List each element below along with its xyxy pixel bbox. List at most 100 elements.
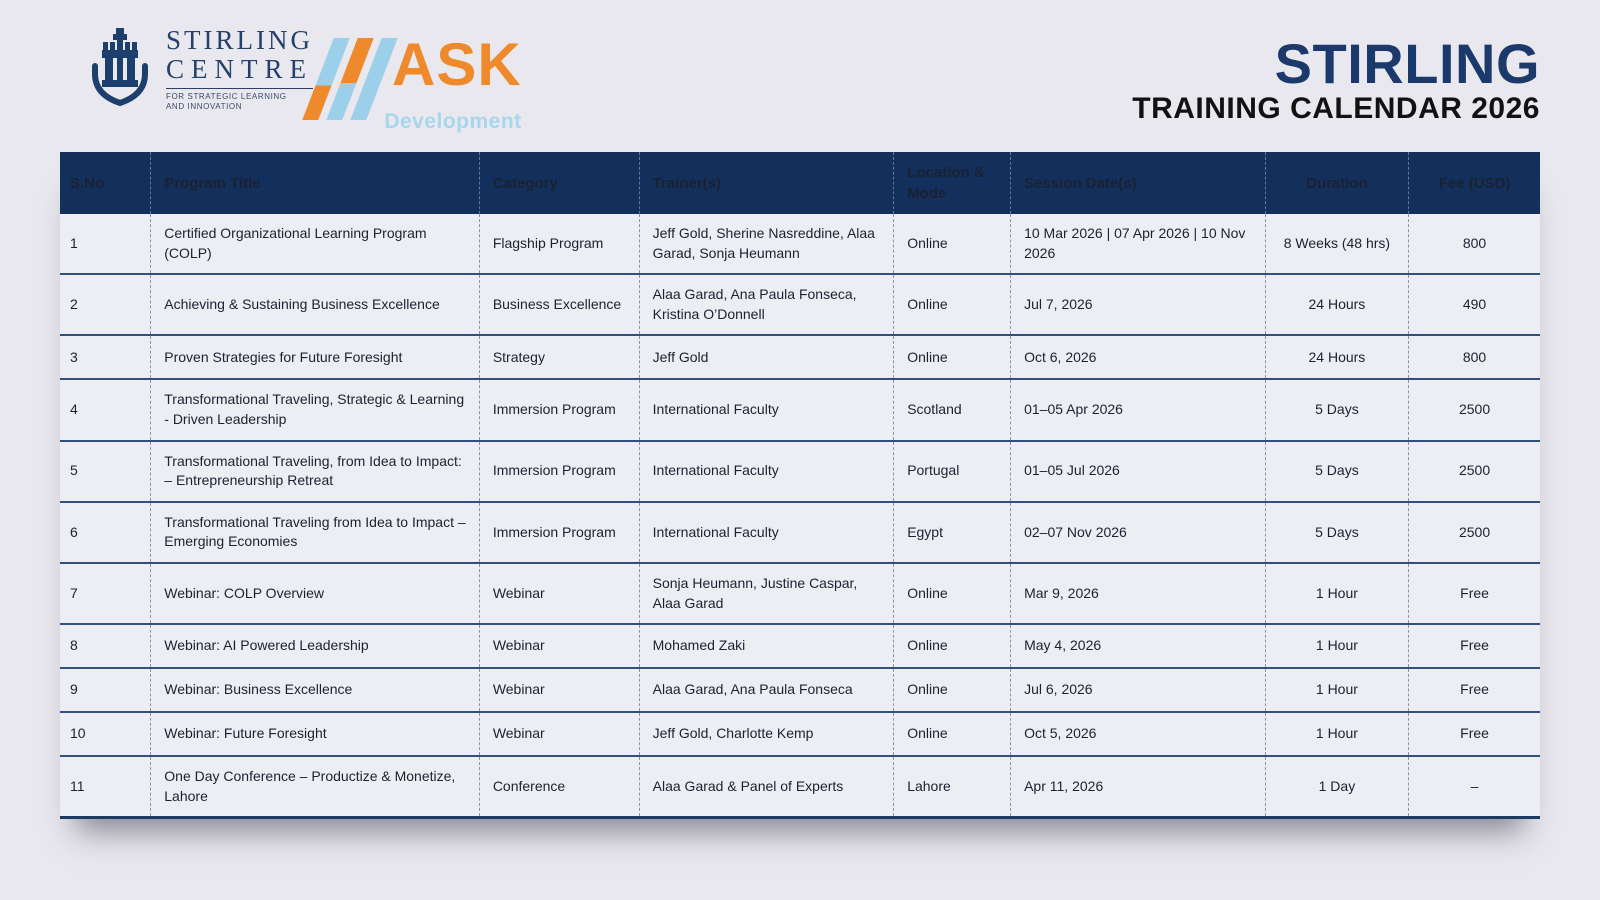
- cell-category: Flagship Program: [478, 214, 639, 274]
- cell-category: Webinar: [478, 625, 639, 668]
- cell-title: One Day Conference – Productize & Moneti…: [150, 757, 479, 817]
- cell-duration: 8 Weeks (48 hrs): [1264, 214, 1409, 274]
- column-header-trainers: Trainer(s): [638, 152, 894, 214]
- cell-dates: Jul 7, 2026: [1010, 275, 1265, 335]
- cell-trainers: International Faculty: [638, 502, 894, 562]
- cell-trainers: International Faculty: [638, 380, 894, 440]
- table-row: 1 Certified Organizational Learning Progr…: [60, 214, 1540, 276]
- cell-trainers: Jeff Gold, Charlotte Kemp: [638, 713, 894, 756]
- cell-duration: 1 Hour: [1264, 669, 1409, 712]
- cell-trainers: Sonja Heumann, Justine Caspar, Alaa Gara…: [638, 563, 894, 624]
- stirling-crest-icon: [92, 28, 148, 107]
- column-header-sno: S.No: [70, 174, 105, 192]
- table-header-row: S.No Program Title Category Trainer(s) Locat…: [60, 152, 1540, 214]
- cell-sno: 9: [70, 681, 78, 698]
- table-row: 6 Transformational Traveling from Idea to…: [60, 502, 1540, 564]
- cell-location: Online: [893, 563, 1010, 624]
- cell-category: Immersion Program: [478, 502, 639, 562]
- cell-dates: 02–07 Nov 2026: [1010, 502, 1265, 562]
- cell-category: Immersion Program: [478, 441, 639, 501]
- ask-development-logo: ASK Development: [302, 35, 522, 134]
- cell-duration: 24 Hours: [1264, 336, 1409, 379]
- column-header-dates: Session Date(s): [1010, 152, 1265, 214]
- cell-dates: May 4, 2026: [1010, 625, 1265, 668]
- page-title-line1: STIRLING: [1274, 32, 1540, 95]
- cell-category: Conference: [478, 757, 639, 817]
- column-header-location: Location & Mode: [893, 152, 1010, 214]
- cell-sno: 6: [70, 523, 78, 540]
- stirling-logo-tagline-line2: AND INNOVATION: [166, 101, 243, 111]
- cell-location: Online: [893, 275, 1010, 335]
- cell-title: Transformational Traveling from Idea to …: [150, 502, 479, 562]
- cell-duration: 1 Hour: [1264, 563, 1409, 624]
- cell-trainers: International Faculty: [638, 441, 894, 501]
- cell-sno: 8: [70, 637, 78, 654]
- cell-dates: Oct 5, 2026: [1010, 713, 1265, 756]
- cell-fee: 2500: [1408, 502, 1540, 562]
- stirling-centre-logo: STIRLING CENTRE FOR STRATEGIC LEARNING A…: [88, 26, 313, 112]
- stirling-logo-name-line1: STIRLING: [166, 25, 313, 56]
- cell-location: Online: [893, 669, 1010, 712]
- cell-category: Webinar: [478, 563, 639, 624]
- table-row: 10 Webinar: Future Foresight Webinar Jeff G…: [60, 713, 1540, 758]
- cell-category: Immersion Program: [478, 380, 639, 440]
- table-row: 4 Transformational Traveling, Strategic &…: [60, 380, 1540, 442]
- column-header-category: Category: [478, 152, 639, 214]
- cell-sno: 7: [70, 584, 78, 601]
- cell-title: Achieving & Sustaining Business Excellen…: [150, 275, 479, 335]
- cell-sno: 4: [70, 401, 78, 418]
- table-body: 1 Certified Organizational Learning Progr…: [60, 214, 1540, 820]
- cell-trainers: Jeff Gold: [638, 336, 894, 379]
- cell-duration: 5 Days: [1264, 502, 1409, 562]
- table-row: 9 Webinar: Business Excellence Webinar Alaa…: [60, 669, 1540, 714]
- cell-location: Online: [893, 214, 1010, 274]
- ask-slashes-icon: [302, 38, 398, 120]
- cell-fee: 800: [1408, 336, 1540, 379]
- cell-duration: 24 Hours: [1264, 275, 1409, 335]
- cell-trainers: Mohamed Zaki: [638, 625, 894, 668]
- cell-dates: Jul 6, 2026: [1010, 669, 1265, 712]
- cell-dates: Apr 11, 2026: [1010, 757, 1265, 817]
- stirling-logo-tagline-line1: FOR STRATEGIC LEARNING: [166, 91, 287, 101]
- column-header-fee: Fee (USD): [1408, 152, 1540, 214]
- cell-sno: 11: [70, 777, 85, 794]
- column-header-duration: Duration: [1264, 152, 1409, 214]
- cell-sno: 1: [70, 234, 78, 251]
- page-title: STIRLING TRAINING CALENDAR 2026: [1132, 36, 1540, 124]
- cell-fee: 2500: [1408, 380, 1540, 440]
- cell-location: Scotland: [893, 380, 1010, 440]
- cell-fee: Free: [1408, 669, 1540, 712]
- cell-duration: 5 Days: [1264, 441, 1409, 501]
- table-row: 7 Webinar: COLP Overview Webinar Sonja Heum…: [60, 563, 1540, 626]
- cell-category: Business Excellence: [478, 275, 639, 335]
- cell-fee: Free: [1408, 713, 1540, 756]
- cell-duration: 1 Hour: [1264, 625, 1409, 668]
- cell-title: Webinar: Business Excellence: [150, 669, 479, 712]
- table-row: 8 Webinar: AI Powered Leadership Webinar Mo…: [60, 625, 1540, 670]
- cell-title: Proven Strategies for Future Foresight: [150, 336, 479, 379]
- cell-duration: 1 Day: [1264, 757, 1409, 817]
- cell-title: Transformational Traveling, Strategic & …: [150, 380, 479, 440]
- cell-dates: Mar 9, 2026: [1010, 563, 1265, 624]
- column-header-title: Program Title: [150, 152, 479, 214]
- cell-title: Webinar: Future Foresight: [150, 713, 479, 756]
- cell-fee: 490: [1408, 275, 1540, 335]
- cell-location: Egypt: [893, 502, 1010, 562]
- cell-dates: 01–05 Apr 2026: [1010, 380, 1265, 440]
- page-title-line2: TRAINING CALENDAR 2026: [1132, 92, 1540, 125]
- cell-category: Webinar: [478, 669, 639, 712]
- cell-title: Webinar: COLP Overview: [150, 563, 479, 624]
- cell-location: Online: [893, 625, 1010, 668]
- cell-trainers: Jeff Gold, Sherine Nasreddine, Alaa Gara…: [638, 214, 894, 274]
- cell-dates: 10 Mar 2026 | 07 Apr 2026 | 10 Nov 2026: [1010, 214, 1265, 274]
- stirling-logo-name-line2: CENTRE: [166, 53, 313, 84]
- table-row: 3 Proven Strategies for Future Foresight S…: [60, 336, 1540, 381]
- table-row: 5 Transformational Traveling, from Idea t…: [60, 441, 1540, 503]
- cell-trainers: Alaa Garad, Ana Paula Fonseca: [638, 669, 894, 712]
- cell-duration: 5 Days: [1264, 380, 1409, 440]
- cell-dates: Oct 6, 2026: [1010, 336, 1265, 379]
- cell-trainers: Alaa Garad, Ana Paula Fonseca, Kristina …: [638, 275, 894, 335]
- stirling-logo-tagline: FOR STRATEGIC LEARNING AND INNOVATION: [166, 87, 313, 112]
- cell-location: Portugal: [893, 441, 1010, 501]
- cell-location: Online: [893, 713, 1010, 756]
